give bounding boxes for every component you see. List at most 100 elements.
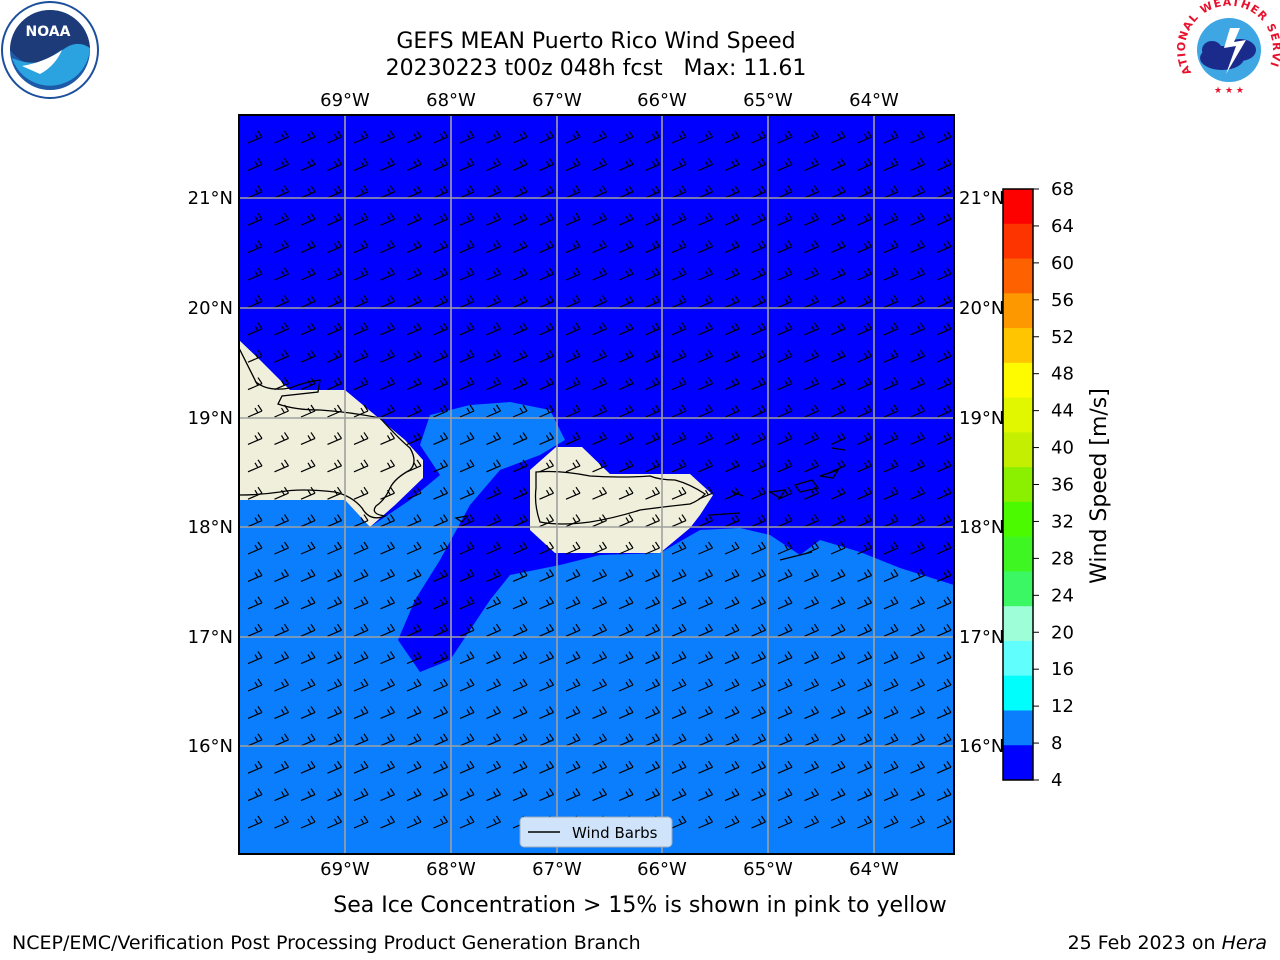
colorbar-swatch <box>1003 536 1033 572</box>
wind-barb-glyph <box>406 212 422 226</box>
wind-barb-glyph <box>512 212 528 226</box>
wind-barb-glyph <box>645 377 660 391</box>
wind-barb-glyph <box>618 733 634 747</box>
wind-barb-glyph <box>936 267 952 281</box>
wind-barb-glyph <box>300 733 316 747</box>
wind-barb-glyph <box>459 541 475 555</box>
wind-barb-glyph <box>751 212 766 226</box>
wind-barb-glyph <box>592 267 607 281</box>
wind-barb-glyph <box>830 569 846 582</box>
wind-barb-glyph <box>353 459 369 473</box>
wind-barb-glyph <box>327 788 342 802</box>
wind-barb-glyph <box>830 760 846 774</box>
wind-barb-glyph <box>724 459 740 473</box>
wind-barb-glyph <box>459 432 475 445</box>
wind-barb-glyph <box>247 349 263 363</box>
wind-barb-glyph <box>486 623 501 637</box>
wind-barb-glyph <box>698 541 713 555</box>
wind-barb-glyph <box>724 130 740 144</box>
wind-barb-glyph <box>433 651 448 665</box>
wind-barb-glyph <box>751 623 766 637</box>
wind-barb-glyph <box>804 295 819 308</box>
wind-barb-glyph <box>698 596 713 610</box>
wind-barb-glyph <box>380 404 395 418</box>
wind-barb-glyph <box>486 678 501 692</box>
wind-barb-glyph <box>539 130 554 144</box>
wind-barb-glyph <box>698 377 713 391</box>
wind-barb-glyph <box>883 267 899 281</box>
wind-barb-glyph <box>433 596 448 610</box>
wind-barb-glyph <box>327 815 342 829</box>
wind-barb-glyph <box>724 322 740 336</box>
colorbar-swatch <box>1003 467 1033 503</box>
wind-barb-glyph <box>274 185 289 199</box>
wind-barb-glyph <box>936 815 952 829</box>
lon-label-top: 64°W <box>849 90 899 111</box>
wind-barb-glyph <box>671 267 687 281</box>
wind-barb-glyph <box>353 432 369 445</box>
wind-barb-glyph <box>274 240 289 254</box>
wind-barb-glyph <box>247 623 263 637</box>
wind-barb-glyph <box>777 678 793 692</box>
wind-barb-glyph <box>459 377 475 391</box>
wind-barb-glyph <box>406 432 422 445</box>
wind-barb-glyph <box>857 404 872 418</box>
wind-barb-glyph <box>804 733 819 747</box>
wind-barb-glyph <box>459 212 475 226</box>
wind-barb-glyph <box>618 377 634 391</box>
figure-title-line2: 20230223 t00z 048h fcst Max: 11.61 <box>386 56 807 81</box>
wind-barb-glyph <box>936 541 952 555</box>
colorbar-tick-label: 60 <box>1051 253 1074 274</box>
wind-barb-glyph <box>936 377 952 391</box>
wind-barb-glyph <box>804 158 819 171</box>
wind-barb-glyph <box>539 623 554 637</box>
wind-barb-glyph <box>512 349 528 363</box>
wind-barb-glyph <box>751 432 766 445</box>
wind-barb-glyph <box>698 514 713 528</box>
wind-barb-glyph <box>671 158 687 171</box>
wind-barb-glyph <box>883 706 899 719</box>
wind-barb-glyph <box>857 240 872 254</box>
wind-barb-glyph <box>830 541 846 555</box>
wind-barb-glyph <box>592 651 607 665</box>
wind-barb-glyph <box>857 569 872 582</box>
wind-barb-glyph <box>486 349 501 363</box>
wind-barb-glyph <box>380 240 395 254</box>
wind-barb-glyph <box>433 130 448 144</box>
wind-barb-glyph <box>592 404 607 418</box>
wind-barb-glyph <box>406 130 422 144</box>
wind-barb-glyph <box>671 760 687 774</box>
wind-barb-glyph <box>936 788 952 802</box>
wind-barb-glyph <box>671 404 687 418</box>
wind-barb-glyph <box>512 541 528 555</box>
wind-barb-glyph <box>804 185 819 199</box>
wind-barb-glyph <box>883 240 899 254</box>
wind-barb-glyph <box>327 212 342 226</box>
wind-barb-glyph <box>327 185 342 199</box>
wind-barb-glyph <box>300 212 316 226</box>
wind-barb-glyph <box>777 815 793 829</box>
wind-barb-glyph <box>274 623 289 637</box>
wind-barb-glyph <box>592 432 607 445</box>
wind-barb-glyph <box>380 459 395 473</box>
wind-barb-glyph <box>724 788 740 802</box>
wind-barb-glyph <box>565 185 581 199</box>
sea-ice-note: Sea Ice Concentration > 15% is shown in … <box>333 893 947 918</box>
wind-barb-glyph <box>645 212 660 226</box>
wind-barb-glyph <box>300 322 316 336</box>
wind-barb-glyph <box>486 295 501 308</box>
wind-barb-glyph <box>486 267 501 281</box>
wind-barb-glyph <box>565 377 581 391</box>
wind-barb-glyph <box>724 651 740 665</box>
wind-barb-glyph <box>380 733 395 747</box>
wind-barb-glyph <box>565 240 581 254</box>
wind-barb-glyph <box>247 212 263 226</box>
wind-barb-glyph <box>830 267 846 281</box>
nws-stars: ★ ★ ★ <box>1214 86 1244 96</box>
wind-barb-glyph <box>512 459 528 473</box>
wind-barb-glyph <box>804 130 819 144</box>
wind-barb-glyph <box>459 130 475 144</box>
wind-barb-glyph <box>698 459 713 473</box>
wind-barb-glyph <box>618 678 634 692</box>
wind-barb-glyph <box>512 240 528 254</box>
